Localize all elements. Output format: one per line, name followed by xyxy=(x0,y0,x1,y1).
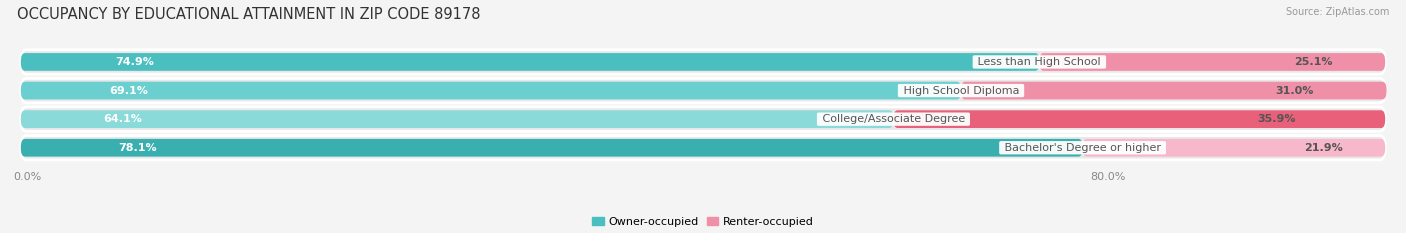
FancyBboxPatch shape xyxy=(21,136,1385,160)
Legend: Owner-occupied, Renter-occupied: Owner-occupied, Renter-occupied xyxy=(588,212,818,231)
Text: 21.9%: 21.9% xyxy=(1305,143,1343,153)
Text: Source: ZipAtlas.com: Source: ZipAtlas.com xyxy=(1285,7,1389,17)
Text: High School Diploma: High School Diploma xyxy=(900,86,1022,96)
FancyBboxPatch shape xyxy=(21,53,1039,71)
Text: Bachelor's Degree or higher: Bachelor's Degree or higher xyxy=(1001,143,1164,153)
FancyBboxPatch shape xyxy=(21,50,1385,74)
FancyBboxPatch shape xyxy=(21,82,962,99)
Text: 25.1%: 25.1% xyxy=(1294,57,1331,67)
Text: OCCUPANCY BY EDUCATIONAL ATTAINMENT IN ZIP CODE 89178: OCCUPANCY BY EDUCATIONAL ATTAINMENT IN Z… xyxy=(17,7,481,22)
Text: 64.1%: 64.1% xyxy=(104,114,142,124)
FancyBboxPatch shape xyxy=(21,107,1385,131)
FancyBboxPatch shape xyxy=(1083,139,1385,157)
FancyBboxPatch shape xyxy=(21,139,1083,157)
Text: 31.0%: 31.0% xyxy=(1275,86,1313,96)
FancyBboxPatch shape xyxy=(21,110,893,128)
FancyBboxPatch shape xyxy=(21,78,1385,103)
Text: 78.1%: 78.1% xyxy=(118,143,157,153)
Text: 74.9%: 74.9% xyxy=(115,57,155,67)
FancyBboxPatch shape xyxy=(962,82,1386,99)
Text: 35.9%: 35.9% xyxy=(1257,114,1296,124)
Text: Less than High School: Less than High School xyxy=(974,57,1105,67)
FancyBboxPatch shape xyxy=(893,110,1385,128)
Text: 69.1%: 69.1% xyxy=(110,86,148,96)
Text: College/Associate Degree: College/Associate Degree xyxy=(818,114,969,124)
FancyBboxPatch shape xyxy=(1039,53,1385,71)
